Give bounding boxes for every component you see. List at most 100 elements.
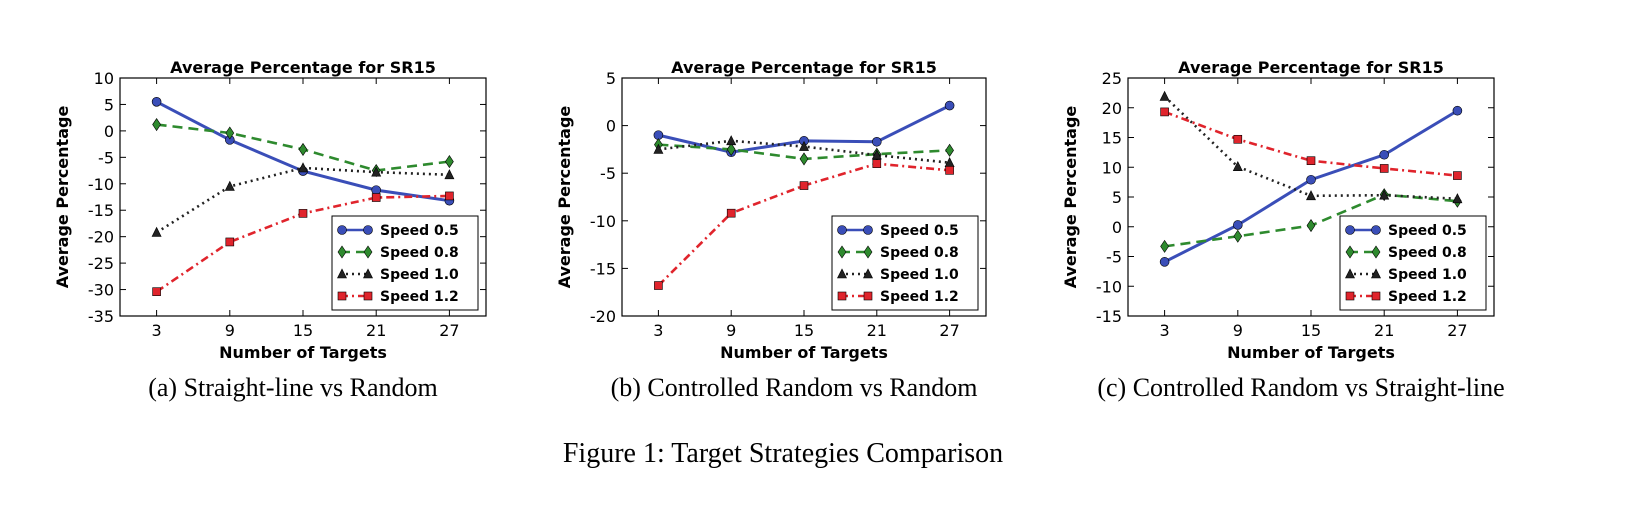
- legend-marker: [363, 245, 373, 259]
- data-point: [224, 180, 235, 191]
- data-point: [871, 136, 882, 147]
- series-speed-0-5: [1159, 105, 1463, 267]
- legend-marker: [837, 291, 847, 301]
- legend-label: Speed 0.8: [380, 245, 459, 261]
- legend-marker: [863, 245, 873, 259]
- data-point: [945, 166, 954, 175]
- x-tick-label: 3: [152, 321, 162, 340]
- x-tick-label: 9: [726, 321, 736, 340]
- data-point: [298, 162, 308, 173]
- data-point: [1452, 105, 1463, 116]
- legend-marker: [863, 225, 873, 235]
- legend-marker: [337, 225, 347, 235]
- y-tick-label: -35: [88, 307, 114, 326]
- x-axis-label: Number of Targets: [1227, 343, 1395, 362]
- data-point: [1306, 174, 1316, 185]
- legend-marker: [837, 245, 847, 259]
- y-tick-label: 0: [104, 122, 114, 141]
- y-tick-label: -15: [1096, 307, 1122, 326]
- legend: Speed 0.5 Speed 0.8 Speed 1.0 Speed 1.2: [331, 215, 479, 311]
- x-tick-label: 15: [1301, 321, 1321, 340]
- data-point: [945, 143, 954, 157]
- y-tick-label: -25: [88, 254, 114, 273]
- legend-marker: [337, 268, 347, 279]
- chart-panels: Average Percentage for SR15 10 5 0 -5 -10 -15 -…: [53, 58, 1505, 402]
- data-point: [1306, 219, 1316, 233]
- legend-marker: [363, 291, 373, 301]
- x-tick-label: 21: [1374, 321, 1394, 340]
- data-point: [151, 226, 162, 237]
- series-speed-1-2: [152, 191, 454, 296]
- chart-panel-c: Average Percentage for SR15 25 20 15 10 5 0 -5 -…: [1061, 58, 1505, 402]
- legend-marker: [1345, 225, 1355, 235]
- legend-marker: [1345, 245, 1355, 259]
- data-point: [1379, 164, 1389, 173]
- x-tick-label: 21: [867, 321, 887, 340]
- data-point: [944, 100, 955, 111]
- data-point: [799, 181, 809, 190]
- y-axis-label: Average Percentage: [1061, 106, 1080, 289]
- data-point: [799, 152, 809, 166]
- subfigure-caption: (b) Controlled Random vs Random: [611, 373, 978, 402]
- data-point: [726, 135, 737, 146]
- legend-box: [1339, 215, 1487, 311]
- y-tick-label: -10: [1096, 277, 1122, 296]
- y-tick-label: 20: [1102, 99, 1122, 118]
- legend-marker: [837, 225, 847, 235]
- y-tick-label: 25: [1102, 69, 1122, 88]
- chart-title: Average Percentage for SR15: [170, 58, 436, 77]
- legend-label: Speed 1.2: [1388, 289, 1467, 305]
- legend-marker: [337, 291, 347, 301]
- data-point: [445, 155, 454, 169]
- data-point: [1160, 107, 1169, 117]
- series-speed-1-2: [654, 159, 954, 290]
- data-point: [371, 193, 381, 202]
- data-point: [298, 142, 308, 156]
- data-point: [1233, 229, 1243, 243]
- x-tick-label: 21: [366, 321, 386, 340]
- y-tick-label: -5: [600, 164, 616, 183]
- y-tick-label: 5: [1112, 188, 1122, 207]
- data-point: [1306, 156, 1316, 166]
- data-point: [726, 142, 736, 156]
- legend-label: Speed 0.5: [880, 223, 959, 239]
- legend-marker: [363, 225, 373, 235]
- data-point: [152, 118, 161, 132]
- legend-box: [331, 215, 479, 311]
- series-line: [1164, 110, 1458, 177]
- data-point: [445, 191, 454, 201]
- chart-title: Average Percentage for SR15: [671, 58, 937, 77]
- data-point: [799, 140, 809, 151]
- y-tick-label: 0: [606, 117, 616, 136]
- legend-marker: [1371, 268, 1381, 279]
- legend-marker: [1371, 225, 1381, 235]
- legend-marker: [1345, 291, 1355, 301]
- legend-marker: [1345, 268, 1355, 279]
- y-tick-label: -15: [590, 259, 616, 278]
- legend-label: Speed 1.0: [880, 267, 959, 283]
- data-point: [1233, 134, 1243, 144]
- legend: Speed 0.5 Speed 0.8 Speed 1.0 Speed 1.2: [1339, 215, 1487, 311]
- data-point: [152, 287, 161, 296]
- data-point: [371, 166, 382, 177]
- data-point: [1306, 190, 1316, 201]
- legend-marker: [837, 268, 847, 279]
- y-axis-label: Average Percentage: [53, 106, 72, 289]
- subfigure-caption: (a) Straight-line vs Random: [148, 373, 438, 402]
- y-tick-label: 15: [1102, 129, 1122, 148]
- series-speed-1-2: [1160, 107, 1462, 180]
- y-tick-label: -5: [1106, 248, 1122, 267]
- y-tick-label: -20: [590, 307, 616, 326]
- legend-label: Speed 0.8: [880, 245, 959, 261]
- chart-title: Average Percentage for SR15: [1178, 58, 1444, 77]
- x-tick-label: 15: [293, 321, 313, 340]
- legend-marker: [1371, 245, 1381, 259]
- legend-label: Speed 1.0: [380, 267, 459, 283]
- chart-panel-b: Average Percentage for SR15 5 0 -5 -10 -15 -20…: [555, 58, 987, 402]
- legend-marker: [363, 268, 373, 279]
- legend-box: [831, 215, 979, 311]
- x-tick-label: 27: [1447, 321, 1467, 340]
- subfigure-caption: (c) Controlled Random vs Straight-line: [1097, 373, 1504, 402]
- data-point: [1379, 149, 1389, 160]
- figure-caption: Figure 1: Target Strategies Comparison: [563, 438, 1003, 469]
